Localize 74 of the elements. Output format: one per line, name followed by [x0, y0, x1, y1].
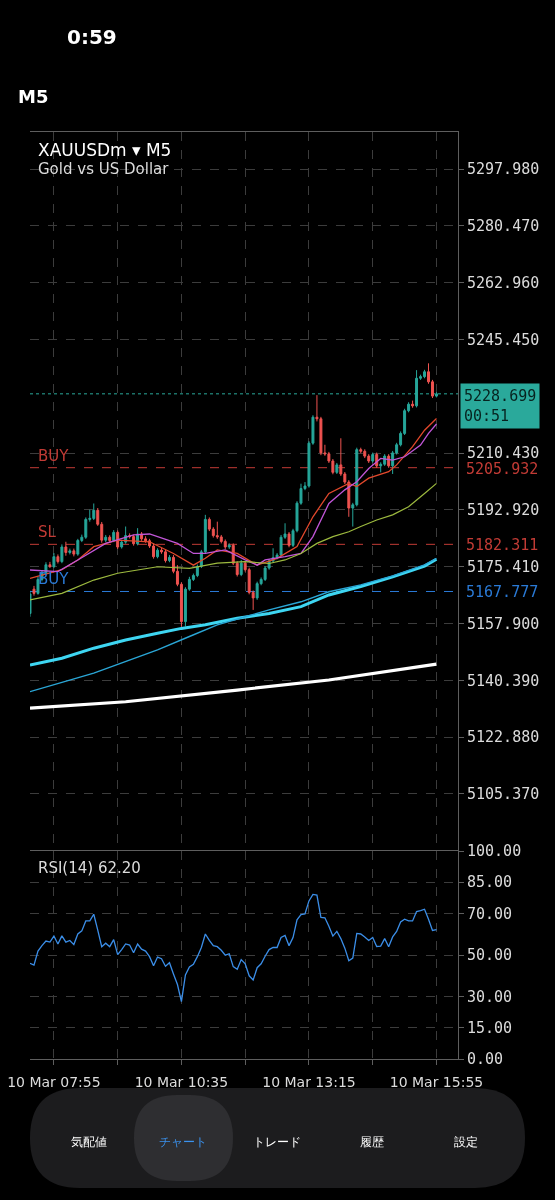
candlestick [359, 447, 363, 454]
ref-line-label: 5182.311 [466, 536, 539, 554]
candlestick [60, 543, 64, 564]
candlestick [423, 369, 426, 379]
candlestick [64, 541, 68, 557]
annotation: SL [38, 523, 57, 541]
candlestick [76, 538, 80, 557]
candlestick [144, 535, 148, 544]
y-tick-label: 5280.470 [467, 217, 540, 236]
candlestick [56, 553, 60, 565]
y-tick-label: 30.00 [467, 987, 513, 1006]
candlestick [68, 548, 72, 555]
y-tick-label: 100.00 [467, 842, 522, 861]
x-tick-label: 10 Mar 07:55 [7, 1073, 101, 1090]
x-tick-label: 10 Mar 10:35 [134, 1073, 229, 1090]
y-tick-label: 5175.410 [467, 557, 540, 576]
annotation: BUY [38, 570, 70, 588]
x-tick-label: 10 Mar 13:15 [262, 1073, 356, 1090]
y-tick-label: 5297.980 [467, 160, 540, 179]
y-tick-label: 5262.960 [467, 273, 540, 292]
ref-line-label: 5228.699 00:51 [464, 387, 537, 425]
y-tick-label: 70.00 [467, 904, 513, 923]
text: Gold vs US Dollar [38, 160, 170, 178]
candlestick [112, 529, 116, 543]
y-tick-label: 5140.390 [467, 671, 540, 690]
candlestick [36, 576, 40, 596]
candlestick [223, 539, 227, 550]
y-tick-label: 50.00 [467, 946, 513, 965]
candlestick [367, 453, 371, 464]
text: RSI(14) 62.20 [38, 859, 141, 877]
text: XAUUSDm ▾ M5 [38, 140, 172, 160]
candlestick [239, 559, 243, 577]
candlestick [227, 542, 231, 550]
text: 気配値 [71, 1135, 107, 1149]
x-tick-label: 10 Mar 15:55 [389, 1073, 484, 1090]
y-tick-label: 0.00 [467, 1050, 504, 1069]
candlestick [168, 554, 171, 563]
line-series [30, 893, 438, 1003]
y-tick-label: 5157.900 [467, 614, 540, 633]
candlestick [52, 552, 56, 569]
annotation: BUY [38, 447, 70, 465]
y-tick-label: 5192.920 [467, 501, 540, 520]
y-tick-label: 15.00 [467, 1019, 513, 1038]
candlestick [152, 542, 156, 560]
candlestick [72, 548, 76, 557]
text: M5 [18, 86, 49, 107]
candlestick [287, 531, 291, 548]
y-tick-label: 5245.450 [467, 330, 540, 349]
candlestick [411, 400, 415, 409]
candlestick [363, 448, 367, 459]
candlestick [387, 453, 391, 469]
candlestick [48, 561, 52, 569]
candlestick [108, 534, 112, 543]
candlestick [30, 590, 32, 618]
text: 設定 [454, 1135, 478, 1149]
candlestick [32, 585, 36, 597]
y-tick-label: 5210.430 [467, 444, 540, 463]
y-tick-label: 5122.880 [467, 728, 540, 747]
ref-line-label: 5167.777 [466, 583, 539, 601]
text: 履歴 [360, 1135, 384, 1149]
y-tick-label: 85.00 [467, 873, 513, 892]
candlestick [215, 521, 219, 540]
ref-line-label: 5205.932 [466, 460, 539, 478]
y-tick-label: 5105.370 [467, 785, 540, 804]
text: チャート [159, 1135, 207, 1149]
candlestick [164, 549, 167, 564]
candlestick [371, 452, 375, 464]
candlestick [335, 462, 339, 475]
candlestick [92, 502, 96, 521]
candlestick [156, 547, 159, 559]
text: トレード [253, 1135, 301, 1149]
candlestick [255, 581, 259, 601]
text: 0:59 [67, 25, 117, 49]
candlestick [104, 534, 108, 543]
